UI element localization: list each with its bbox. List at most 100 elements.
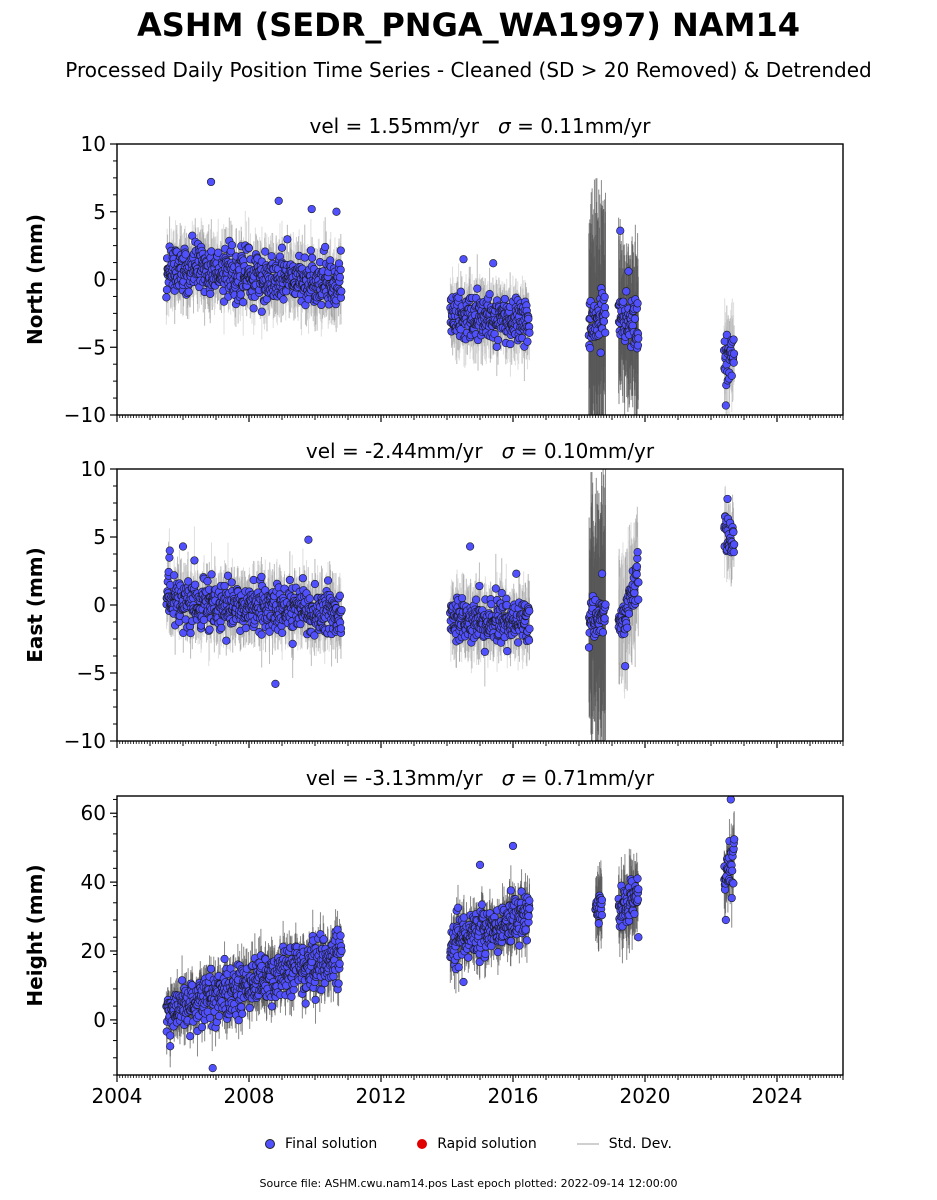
east-y-axis-label: East (mm) bbox=[23, 547, 47, 663]
data-point bbox=[162, 293, 171, 302]
data-point bbox=[506, 339, 515, 349]
data-point bbox=[633, 548, 642, 557]
outlier-point bbox=[304, 535, 313, 544]
data-point bbox=[285, 575, 294, 585]
data-point bbox=[524, 636, 534, 645]
data-point bbox=[623, 623, 632, 632]
data-point bbox=[584, 643, 594, 652]
outlier-point bbox=[597, 569, 607, 578]
outlier-point bbox=[721, 401, 730, 410]
data-point bbox=[310, 631, 319, 640]
data-point bbox=[491, 584, 500, 593]
data-point bbox=[205, 625, 214, 634]
data-point bbox=[722, 330, 731, 339]
data-point bbox=[632, 562, 642, 571]
data-point bbox=[223, 571, 233, 580]
outlier-point bbox=[512, 569, 521, 578]
data-point bbox=[298, 574, 307, 583]
data-point bbox=[267, 252, 276, 261]
north-y-axis-label: North (mm) bbox=[23, 214, 47, 345]
data-point bbox=[227, 578, 236, 587]
data-point bbox=[337, 605, 346, 615]
data-point bbox=[283, 235, 292, 244]
data-point bbox=[206, 289, 215, 298]
data-point bbox=[523, 337, 532, 346]
data-point bbox=[165, 553, 174, 562]
data-point bbox=[278, 628, 287, 638]
outlier-point bbox=[165, 546, 174, 555]
data-point bbox=[279, 295, 288, 304]
data-point bbox=[524, 314, 533, 324]
data-point bbox=[170, 571, 179, 580]
data-point bbox=[727, 371, 736, 380]
y-tick-label: 5 bbox=[93, 200, 106, 224]
outlier-point bbox=[332, 207, 341, 216]
y-tick-label: 0 bbox=[93, 268, 106, 292]
data-point bbox=[634, 595, 643, 604]
data-point bbox=[310, 579, 320, 589]
data-point bbox=[257, 630, 266, 639]
y-tick-label: −5 bbox=[77, 335, 106, 359]
data-point bbox=[203, 577, 212, 586]
data-point bbox=[471, 595, 481, 604]
outlier-point bbox=[459, 255, 468, 264]
data-point bbox=[257, 307, 266, 316]
data-point bbox=[601, 328, 610, 337]
data-point bbox=[184, 287, 193, 296]
data-point bbox=[199, 615, 209, 625]
y-tick-label: 0 bbox=[93, 593, 106, 617]
data-point bbox=[249, 304, 258, 313]
chart-title: ASHM (SEDR_PNGA_WA1997) NAM14 bbox=[137, 6, 800, 44]
data-point bbox=[473, 284, 482, 293]
data-point bbox=[217, 623, 226, 633]
data-point bbox=[277, 243, 287, 252]
data-point bbox=[265, 627, 274, 636]
data-point bbox=[181, 250, 190, 259]
outlier-point bbox=[206, 177, 216, 187]
data-point bbox=[633, 341, 643, 350]
east-panel-title: vel = -2.44mm/yr σ = 0.10mm/yr bbox=[306, 439, 655, 463]
data-point bbox=[336, 265, 345, 274]
data-point bbox=[162, 285, 172, 294]
data-point bbox=[257, 572, 266, 581]
data-point bbox=[236, 290, 245, 299]
data-point bbox=[244, 243, 254, 253]
data-point bbox=[487, 600, 496, 609]
data-point bbox=[288, 639, 297, 649]
height-std-dev-bars bbox=[165, 811, 735, 1068]
data-point bbox=[207, 570, 216, 579]
outlier-point bbox=[723, 494, 732, 504]
data-point bbox=[492, 342, 501, 351]
data-point bbox=[619, 297, 628, 306]
north-points bbox=[162, 177, 739, 410]
data-point bbox=[335, 591, 345, 600]
data-point bbox=[601, 600, 610, 609]
data-point bbox=[214, 248, 223, 257]
data-point bbox=[335, 273, 345, 282]
data-point bbox=[600, 614, 609, 623]
data-point bbox=[600, 303, 610, 312]
data-point bbox=[321, 242, 330, 252]
data-point bbox=[336, 624, 346, 633]
data-point bbox=[337, 287, 346, 296]
data-point bbox=[300, 253, 309, 262]
data-point bbox=[191, 580, 200, 589]
data-point bbox=[599, 317, 609, 326]
data-point bbox=[497, 588, 506, 598]
y-tick-label: 10 bbox=[81, 457, 106, 481]
east-panel: −10 −5 0 5 10 vel = -2.44mm/yr σ = 0.10mm/yr E… bbox=[23, 439, 844, 753]
outlier-point bbox=[489, 259, 498, 268]
data-point bbox=[585, 344, 595, 353]
data-point bbox=[596, 348, 605, 357]
outlier-point bbox=[616, 226, 625, 235]
data-point bbox=[308, 253, 317, 262]
data-point bbox=[500, 294, 509, 304]
y-tick-label: −10 bbox=[64, 403, 106, 427]
data-point bbox=[296, 620, 305, 629]
outlier-point bbox=[624, 267, 633, 276]
data-point bbox=[456, 287, 465, 296]
data-point bbox=[261, 247, 270, 256]
data-point bbox=[598, 628, 608, 637]
data-point bbox=[729, 547, 738, 557]
